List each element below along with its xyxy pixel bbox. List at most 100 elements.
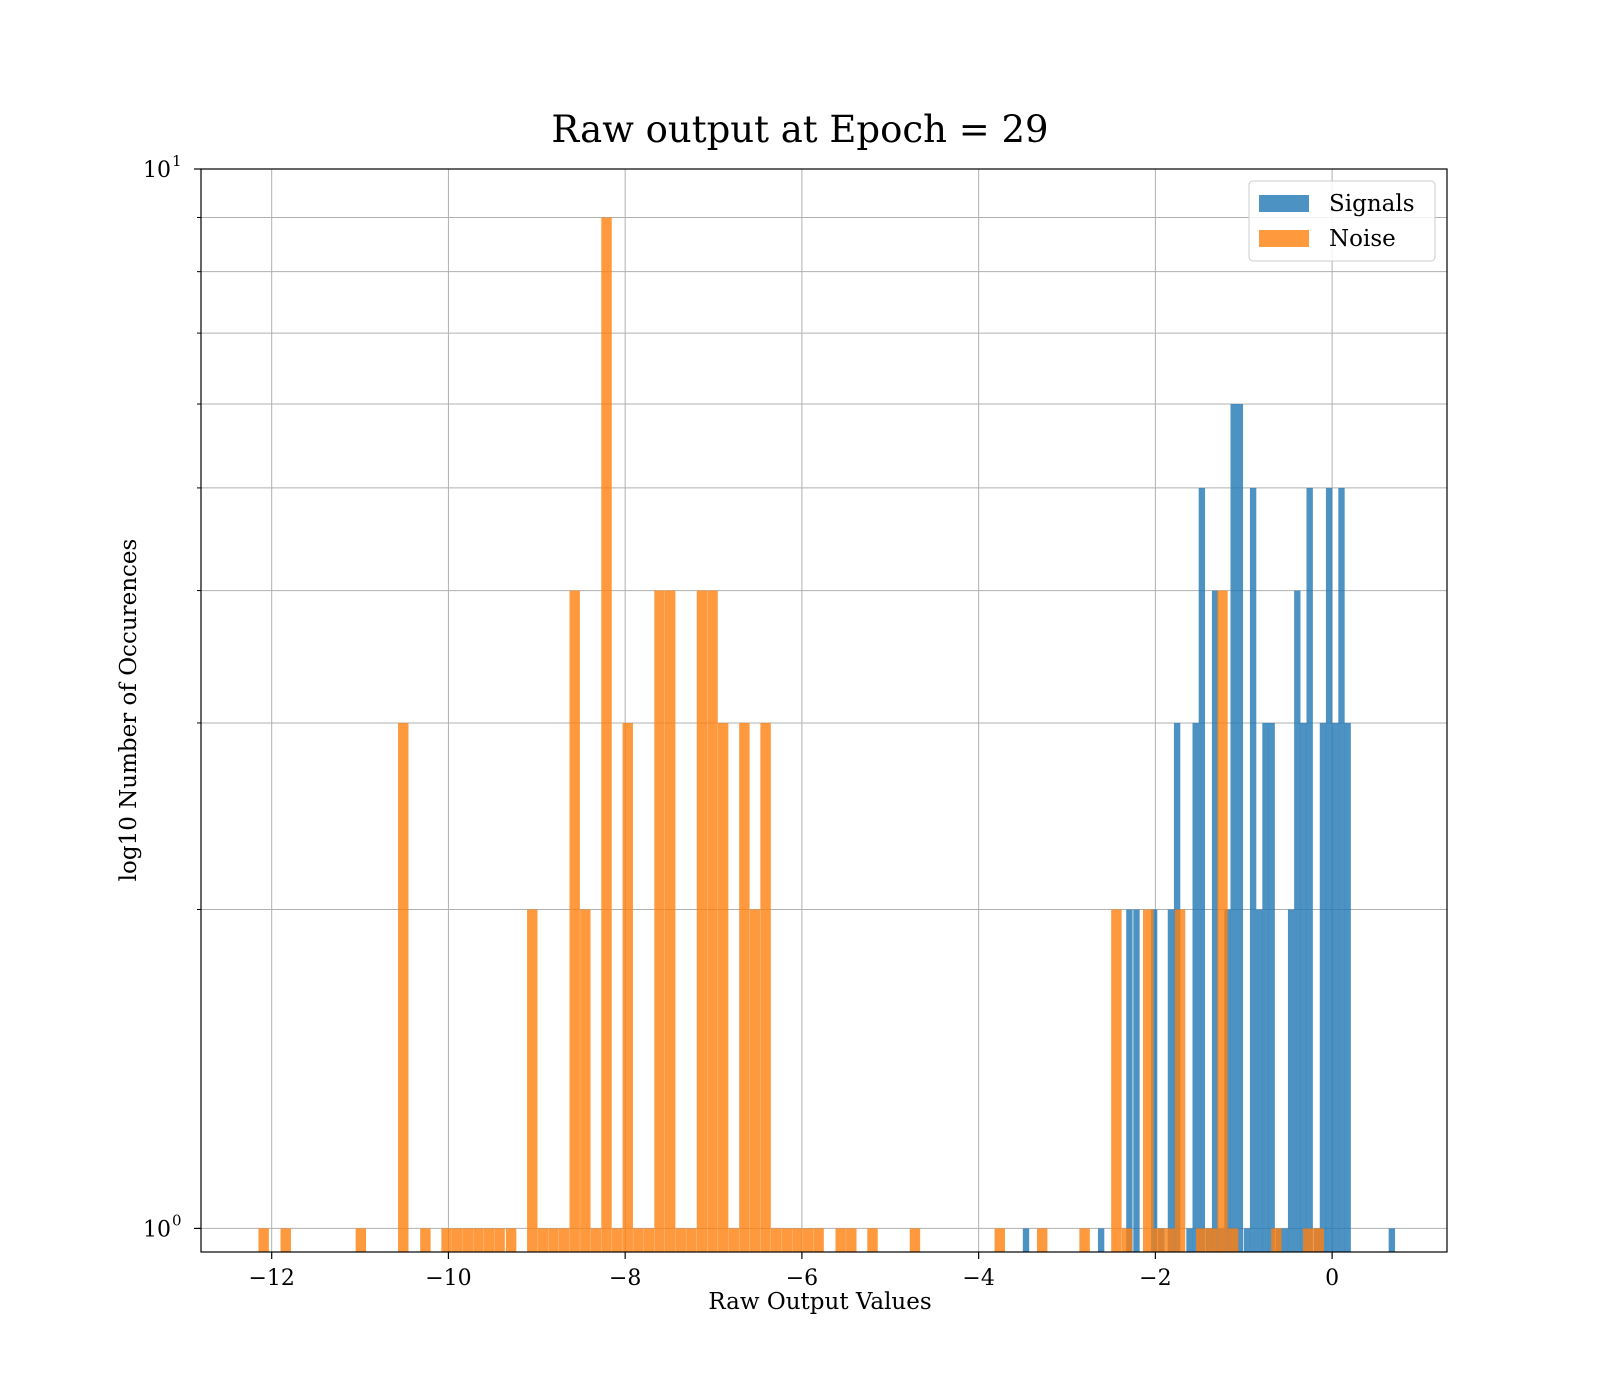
signals-bar xyxy=(1211,590,1219,1252)
noise-bar xyxy=(558,1228,570,1252)
signals-bar xyxy=(1230,404,1237,1253)
noise-bar xyxy=(813,1228,824,1252)
signals-bar xyxy=(1198,487,1206,1253)
noise-bar xyxy=(846,1228,857,1252)
noise-bar xyxy=(835,1228,846,1252)
signals-bar xyxy=(1192,722,1199,1252)
signals-bar xyxy=(1186,1228,1193,1252)
noise-bar xyxy=(1164,1228,1175,1252)
x-tick-label: −2 xyxy=(1139,1266,1171,1291)
noise-bar xyxy=(1143,909,1154,1252)
noise-bar xyxy=(654,590,665,1252)
noise-bar xyxy=(1217,590,1228,1252)
noise-bar xyxy=(664,590,676,1252)
legend-label-noise: Noise xyxy=(1329,226,1396,252)
plot-area-frame xyxy=(200,168,1448,1253)
x-tick-label: −8 xyxy=(609,1266,641,1291)
legend-swatch-noise xyxy=(1259,230,1309,247)
x-tick-label: 0 xyxy=(1325,1266,1339,1291)
noise-bar xyxy=(749,909,761,1252)
noise-bar xyxy=(994,1228,1005,1252)
noise-bar xyxy=(643,1228,655,1252)
signals-bar xyxy=(1300,722,1307,1252)
noise-bar xyxy=(1206,1228,1218,1252)
noise-bar xyxy=(770,1228,782,1252)
noise-bar xyxy=(1153,1228,1165,1252)
y-tick-exponent: 0 xyxy=(172,1211,182,1229)
noise-bar xyxy=(707,590,718,1252)
y-tick-exponent: 1 xyxy=(172,152,182,170)
noise-bar xyxy=(686,1228,697,1252)
noise-bar xyxy=(633,1228,644,1252)
signals-bar xyxy=(1388,1228,1396,1252)
x-axis-label: Raw Output Values xyxy=(708,1289,931,1315)
noise-bar xyxy=(537,1228,549,1252)
signals-bar xyxy=(1338,487,1345,1253)
signals-bar xyxy=(1236,404,1244,1253)
legend-label-signals: Signals xyxy=(1329,191,1415,217)
noise-bar xyxy=(420,1228,431,1252)
series-signals xyxy=(1022,404,1396,1253)
signals-bar xyxy=(1256,909,1263,1252)
noise-bar xyxy=(1313,1228,1324,1252)
noise-bar xyxy=(1121,1228,1133,1252)
noise-bar xyxy=(717,722,729,1252)
noise-bar xyxy=(867,1228,878,1252)
signals-bar xyxy=(1294,590,1301,1252)
noise-bar xyxy=(258,1228,269,1252)
y-tick-label: 10 xyxy=(143,158,171,183)
signals-bar xyxy=(1150,909,1158,1252)
noise-bar xyxy=(739,722,750,1252)
signals-bar xyxy=(1306,487,1313,1253)
x-tick-label: −6 xyxy=(786,1266,818,1291)
signals-bar xyxy=(1325,487,1333,1253)
noise-bar xyxy=(1196,1228,1207,1252)
noise-bar xyxy=(462,1228,473,1252)
signals-bar xyxy=(1243,1228,1251,1252)
signals-bar xyxy=(1167,909,1175,1252)
signals-bar xyxy=(1133,909,1140,1252)
noise-bar xyxy=(451,1228,463,1252)
signals-bar xyxy=(1319,722,1327,1252)
y-axis-label: log10 Number of Occurences xyxy=(116,539,142,882)
noise-bar xyxy=(909,1228,921,1252)
legend-swatch-signals xyxy=(1259,195,1309,212)
x-tick-label: −4 xyxy=(962,1266,994,1291)
noise-bar xyxy=(483,1228,495,1252)
noise-bar xyxy=(473,1228,484,1252)
signals-bar xyxy=(1126,909,1133,1252)
signals-bar xyxy=(1332,722,1339,1252)
noise-bar xyxy=(398,722,409,1252)
noise-bar xyxy=(280,1228,291,1252)
noise-bar xyxy=(1302,1228,1314,1252)
noise-bar xyxy=(1271,1228,1282,1252)
signals-bar xyxy=(1281,1228,1289,1252)
x-tick-label: −10 xyxy=(425,1266,471,1291)
noise-bar xyxy=(494,1228,505,1252)
noise-bar xyxy=(622,722,633,1252)
signals-bar xyxy=(1287,909,1295,1252)
noise-bar xyxy=(611,1228,623,1252)
noise-bar xyxy=(802,1228,814,1252)
x-tick-label: −12 xyxy=(248,1266,294,1291)
series-noise xyxy=(258,217,1324,1253)
noise-bar xyxy=(1111,909,1122,1252)
noise-bar xyxy=(527,909,538,1252)
legend: Signals Noise xyxy=(1248,180,1436,262)
noise-bar xyxy=(580,909,591,1252)
noise-bar xyxy=(505,1228,517,1252)
noise-bar xyxy=(781,1228,793,1252)
noise-bar xyxy=(792,1228,803,1252)
noise-bar xyxy=(696,590,708,1252)
noise-bar xyxy=(1079,1228,1090,1252)
noise-bar xyxy=(601,217,612,1253)
bars xyxy=(258,217,1396,1253)
signals-bar xyxy=(1097,1228,1105,1252)
noise-bar xyxy=(675,1228,686,1252)
noise-bar xyxy=(1036,1228,1048,1252)
noise-bar xyxy=(355,1228,367,1252)
noise-bar xyxy=(760,722,771,1252)
noise-bar xyxy=(1227,1228,1239,1252)
